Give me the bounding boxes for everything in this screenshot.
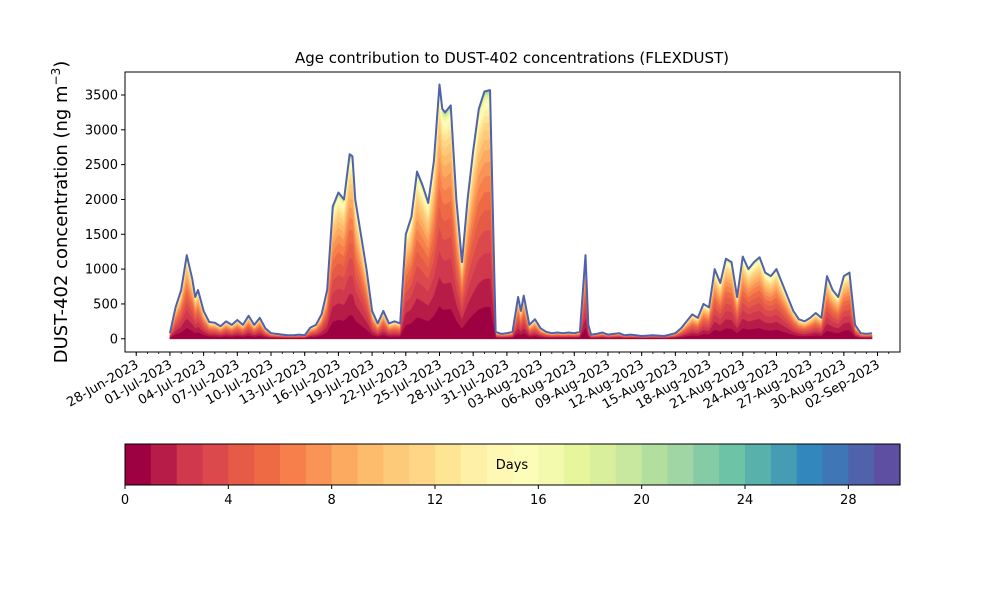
colorbar-swatch xyxy=(538,444,565,485)
colorbar-swatch xyxy=(615,444,643,485)
colorbar-tick-label: 4 xyxy=(224,493,232,508)
colorbar-swatch xyxy=(564,444,591,485)
y-tick-label: 3500 xyxy=(85,88,118,103)
colorbar-tick-label: 16 xyxy=(530,493,547,508)
colorbar-tick-label: 8 xyxy=(328,493,336,508)
colorbar-swatch xyxy=(460,444,488,485)
colorbar-swatch xyxy=(228,444,255,485)
colorbar-swatch xyxy=(383,444,410,485)
colorbar-swatch xyxy=(305,444,333,485)
colorbar-swatch xyxy=(693,444,720,485)
y-tick-label: 500 xyxy=(93,297,118,312)
colorbar-tick-label: 28 xyxy=(840,493,857,508)
colorbar-swatch xyxy=(409,444,436,485)
colorbar-swatch xyxy=(796,444,824,485)
y-axis-label-close: ) xyxy=(51,61,72,68)
colorbar-tick-label: 12 xyxy=(427,493,444,508)
colorbar-swatch xyxy=(667,444,694,485)
colorbar-swatch xyxy=(719,444,746,485)
y-axis-label: DUST-402 concentration (ng m−3) xyxy=(49,61,72,364)
colorbar-swatch xyxy=(770,444,798,485)
colorbar-tick-label: 0 xyxy=(121,493,129,508)
age-area-layers xyxy=(169,84,873,339)
total-line-group xyxy=(168,83,873,337)
colorbar-swatch xyxy=(357,444,384,485)
y-axis: 0 500 1000 1500 2000 2500 3000 3500 xyxy=(85,88,125,347)
colorbar-swatch xyxy=(254,444,281,485)
y-tick-label: 1500 xyxy=(85,228,118,243)
colorbar-swatch xyxy=(331,444,359,485)
colorbar-swatch xyxy=(641,444,669,485)
colorbar-swatch xyxy=(590,444,617,485)
colorbar-swatch xyxy=(848,444,875,485)
colorbar-swatch xyxy=(874,444,901,485)
age-area-layer xyxy=(169,306,873,339)
colorbar: 0 4 8 12 16 20 24 28 xyxy=(121,443,901,508)
y-axis-label-unit-sup: −3 xyxy=(49,68,63,86)
colorbar-swatch xyxy=(822,444,849,485)
y-axis-label-main: DUST-402 concentration (ng m xyxy=(51,85,72,363)
colorbar-swatch xyxy=(745,444,772,485)
colorbar-frame xyxy=(124,443,901,486)
y-tick-label: 2500 xyxy=(85,158,118,173)
colorbar-label: Days xyxy=(496,458,529,473)
y-tick-label: 1000 xyxy=(85,263,118,278)
colorbar-swatch xyxy=(512,444,539,485)
y-tick-label: 0 xyxy=(110,332,118,347)
plot-frame xyxy=(124,71,901,353)
y-tick-label: 3000 xyxy=(85,123,118,138)
colorbar-swatch xyxy=(125,444,152,485)
total-concentration-line xyxy=(168,83,873,337)
colorbar-swatch xyxy=(176,444,204,485)
y-tick-label: 2000 xyxy=(85,193,118,208)
colorbar-tick-label: 24 xyxy=(737,493,754,508)
colorbar-swatch xyxy=(202,444,229,485)
colorbar-swatch xyxy=(435,444,462,485)
colorbar-swatch xyxy=(280,444,307,485)
colorbar-swatch xyxy=(486,444,514,485)
chart-title: Age contribution to DUST-402 concentrati… xyxy=(295,49,729,67)
colorbar-swatch xyxy=(150,444,178,485)
colorbar-tick-label: 20 xyxy=(633,493,650,508)
x-axis: 28-Jun-202301-Jul-202304-Jul-202307-Jul-… xyxy=(64,352,890,413)
